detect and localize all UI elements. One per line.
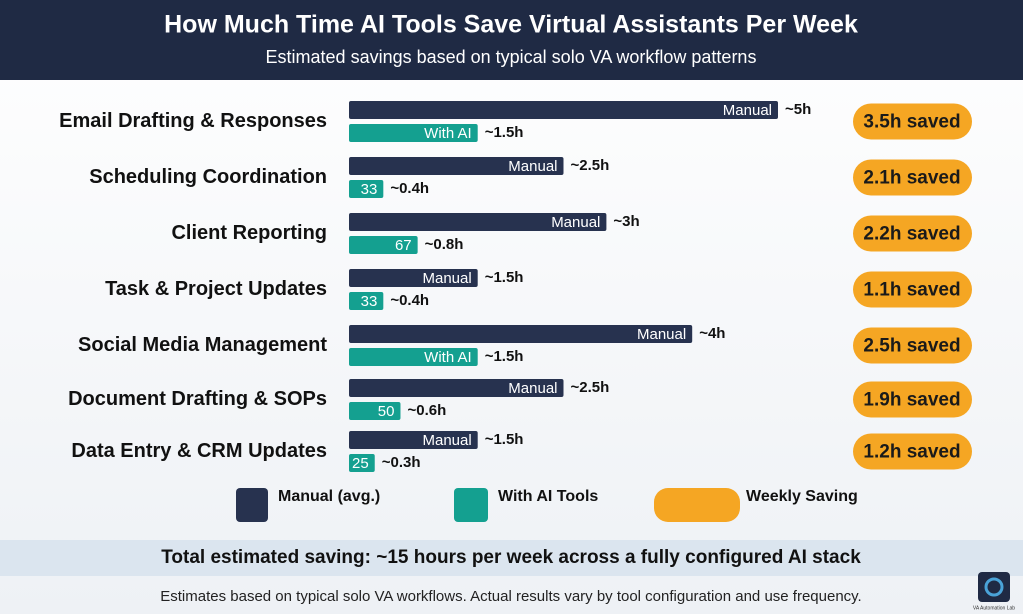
saving-badge — [853, 103, 972, 140]
legend-swatch — [236, 488, 268, 522]
saving-badge — [853, 381, 972, 418]
saving-label: 1.1h saved — [863, 280, 960, 301]
category-label: Client Reporting — [171, 222, 327, 244]
value-label: ~0.6h — [407, 402, 446, 419]
value-label: ~0.4h — [390, 180, 429, 197]
saving-badge — [853, 271, 972, 308]
bar-label: Manual — [422, 270, 471, 287]
bar-label: Manual — [508, 380, 557, 397]
saving-badge — [853, 327, 972, 364]
bar-label: 33 — [361, 293, 378, 310]
value-label: ~2.5h — [571, 379, 610, 396]
value-label: ~3h — [613, 213, 639, 230]
logo-gear — [984, 577, 1004, 597]
value-label: ~2.5h — [571, 157, 610, 174]
saving-badge — [853, 215, 972, 252]
logo-text: VA Automation Lab — [973, 605, 1015, 611]
legend-label: Weekly Saving — [746, 488, 858, 505]
bar-label: Manual — [637, 326, 686, 343]
saving-label: 3.5h saved — [863, 112, 960, 133]
bar — [349, 101, 778, 119]
value-label: ~0.4h — [390, 292, 429, 309]
bar — [349, 292, 384, 310]
category-label: Document Drafting & SOPs — [68, 388, 327, 410]
bar-label: 33 — [361, 181, 378, 198]
bar — [349, 431, 478, 449]
value-label: ~1.5h — [485, 431, 524, 448]
bar-label: Manual — [551, 214, 600, 231]
bar-label: Manual — [422, 432, 471, 449]
bar-label: Manual — [508, 158, 557, 175]
value-label: ~0.3h — [382, 454, 421, 471]
saving-badge — [853, 159, 972, 196]
category-label: Task & Project Updates — [105, 278, 327, 300]
bar — [349, 269, 478, 287]
legend-label: Manual (avg.) — [278, 488, 380, 505]
saving-badge — [853, 433, 972, 470]
bar — [349, 379, 564, 397]
saving-label: 2.2h saved — [863, 224, 960, 245]
saving-label: 1.2h saved — [863, 442, 960, 463]
bar — [349, 180, 384, 198]
value-label: ~1.5h — [485, 124, 524, 141]
summary-band — [0, 540, 1023, 576]
legend-swatch — [454, 488, 488, 522]
bar — [349, 402, 401, 420]
bar — [349, 213, 607, 231]
bar-label: Manual — [723, 102, 772, 119]
bar-label: 50 — [378, 403, 395, 420]
summary: Total estimated saving: ~15 hours per we… — [161, 547, 861, 568]
bar — [349, 124, 478, 142]
bar-label: 67 — [395, 237, 412, 254]
header — [0, 0, 1023, 80]
chart-title: How Much Time AI Tools Save Virtual Assi… — [164, 11, 858, 39]
value-label: ~5h — [785, 101, 811, 118]
category-label: Social Media Management — [78, 334, 327, 356]
value-label: ~1.5h — [485, 269, 524, 286]
saving-label: 1.9h saved — [863, 390, 960, 411]
category-label: Email Drafting & Responses — [59, 110, 327, 132]
logo-icon — [978, 572, 1010, 602]
bar — [349, 325, 693, 343]
value-label: ~4h — [699, 325, 725, 342]
category-label: Data Entry & CRM Updates — [71, 440, 327, 462]
bar — [349, 454, 375, 472]
bar-label: With AI — [424, 349, 472, 366]
chart-subtitle: Estimated savings based on typical solo … — [266, 47, 757, 67]
legend-swatch — [654, 488, 740, 522]
bar-label: 25 — [352, 455, 369, 472]
bar — [349, 348, 478, 366]
value-label: ~0.8h — [425, 236, 464, 253]
category-label: Scheduling Coordination — [89, 166, 327, 188]
bar — [349, 157, 564, 175]
footnote: Estimates based on typical solo VA workf… — [160, 588, 861, 605]
saving-label: 2.1h saved — [863, 168, 960, 189]
bar — [349, 236, 418, 254]
saving-label: 2.5h saved — [863, 336, 960, 357]
value-label: ~1.5h — [485, 348, 524, 365]
legend-label: With AI Tools — [498, 488, 598, 505]
bar-label: With AI — [424, 125, 472, 142]
